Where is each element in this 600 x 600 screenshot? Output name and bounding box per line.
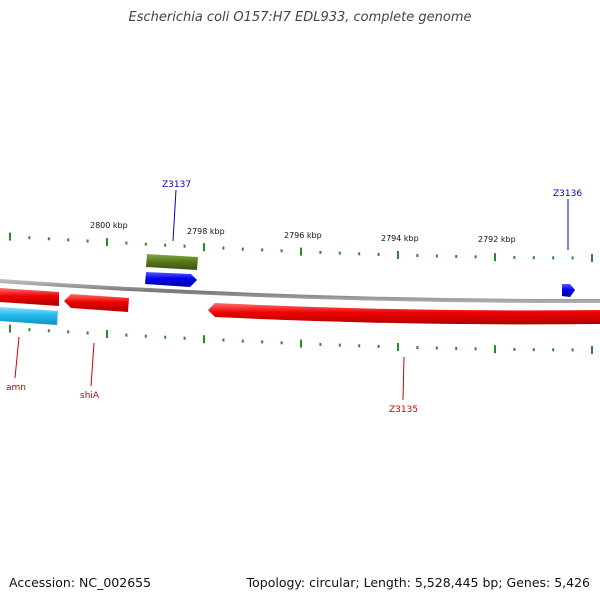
scale-label-2800: 2800 kbp — [90, 221, 128, 230]
gene-z3137-arrow[interactable] — [145, 272, 197, 287]
leader-z3137 — [172, 189, 177, 242]
inner-tick-track — [9, 324, 593, 354]
gene-amn-arrow[interactable] — [0, 288, 59, 306]
leader-z3135 — [402, 356, 405, 401]
genome-summary-text: Topology: circular; Length: 5,528,445 bp… — [246, 575, 590, 590]
leader-amn — [14, 336, 20, 379]
accession-text: Accession: NC_002655 — [9, 575, 152, 590]
outer-tick-track — [9, 232, 593, 262]
gene-label-shia[interactable]: shiA — [80, 391, 100, 401]
feature-olive[interactable] — [146, 254, 198, 270]
map-title: Escherichia coli O157:H7 EDL933, complet… — [128, 10, 472, 25]
gene-label-amn[interactable]: amn — [6, 383, 26, 393]
gene-z3136-arrow[interactable] — [562, 284, 575, 297]
scale-label-2796: 2796 kbp — [284, 231, 322, 240]
feature-cyan[interactable] — [0, 307, 58, 325]
gene-label-z3137[interactable]: Z3137 — [162, 180, 191, 190]
scale-label-2798: 2798 kbp — [187, 227, 225, 236]
gene-label-z3136[interactable]: Z3136 — [553, 189, 582, 199]
genome-backbone — [0, 279, 600, 304]
scale-label-2794: 2794 kbp — [381, 234, 419, 243]
gene-label-z3135[interactable]: Z3135 — [389, 405, 418, 415]
scale-label-2792: 2792 kbp — [478, 235, 516, 244]
leader-shia — [90, 342, 95, 387]
gene-shia-arrow[interactable] — [64, 294, 129, 312]
gene-z3135-arrow[interactable] — [208, 303, 600, 325]
